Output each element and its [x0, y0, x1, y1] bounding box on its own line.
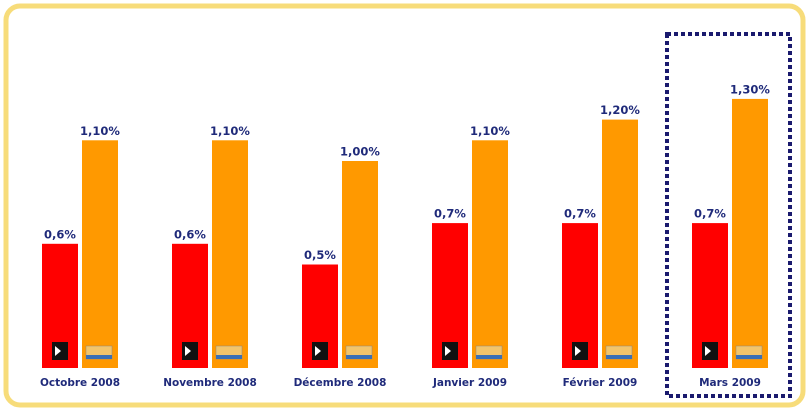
channel-logo-mark — [445, 346, 451, 356]
channel-logo-mark — [55, 346, 61, 356]
channel-logo-band — [216, 355, 242, 359]
x-tick-label: Novembre 2008 — [163, 377, 257, 389]
value-label: 0,6% — [44, 227, 76, 241]
value-label: 0,6% — [174, 227, 206, 241]
bar — [342, 161, 378, 368]
value-label: 1,30% — [730, 82, 770, 96]
channel-logo-mark — [575, 346, 581, 356]
value-label: 0,7% — [434, 207, 466, 221]
channel-logo-mark — [705, 346, 711, 356]
channel-logo-band — [476, 355, 502, 359]
x-tick-label: Février 2009 — [563, 377, 638, 389]
x-tick-label: Décembre 2008 — [294, 377, 387, 389]
bar — [732, 98, 768, 369]
frame — [3, 3, 806, 408]
highlight-box — [665, 32, 792, 398]
value-label: 0,7% — [564, 207, 596, 221]
value-label: 1,10% — [470, 124, 510, 138]
x-tick-label: Janvier 2009 — [432, 377, 507, 389]
value-label: 1,10% — [80, 124, 120, 138]
channel-logo-mark — [315, 346, 321, 356]
channel-logo-band — [346, 355, 372, 359]
bar — [212, 140, 248, 368]
value-label: 1,20% — [600, 103, 640, 117]
channel-logo-mark — [185, 346, 191, 356]
channel-logo-band — [86, 355, 112, 359]
bar — [472, 140, 508, 368]
channel-logo-band — [606, 355, 632, 359]
value-label: 1,10% — [210, 124, 250, 138]
value-label: 0,5% — [304, 248, 336, 262]
value-label: 0,7% — [694, 207, 726, 221]
bar — [82, 140, 118, 368]
bar — [602, 119, 638, 368]
value-label: 1,00% — [340, 145, 380, 159]
channel-logo-band — [736, 355, 762, 359]
x-tick-label: Mars 2009 — [699, 377, 761, 389]
x-tick-label: Octobre 2008 — [40, 377, 120, 389]
